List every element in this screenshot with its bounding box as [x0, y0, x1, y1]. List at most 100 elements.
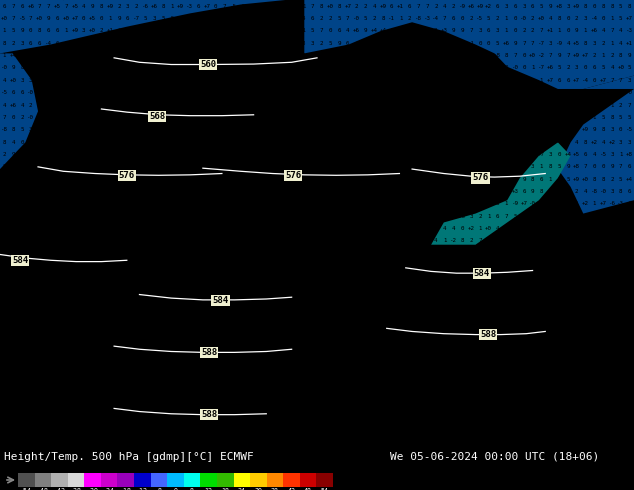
Text: -4: -4 — [397, 313, 404, 318]
Text: -6: -6 — [142, 4, 149, 9]
Text: 6: 6 — [548, 424, 552, 429]
Text: 5: 5 — [64, 201, 68, 206]
Text: 8: 8 — [197, 214, 200, 219]
Text: 0: 0 — [399, 251, 403, 256]
Text: 4: 4 — [531, 275, 534, 281]
Text: 1: 1 — [179, 436, 182, 441]
Text: 7: 7 — [64, 66, 68, 71]
Text: -5: -5 — [476, 16, 483, 21]
Text: 4: 4 — [126, 313, 129, 318]
Text: +1: +1 — [45, 66, 52, 71]
Text: -5: -5 — [521, 412, 527, 416]
Text: +5: +5 — [274, 90, 281, 95]
Text: 4: 4 — [311, 325, 314, 330]
Text: 4: 4 — [117, 53, 120, 58]
Text: 7: 7 — [566, 127, 570, 132]
Text: -6: -6 — [45, 313, 52, 318]
Text: 2: 2 — [381, 239, 385, 244]
Text: 9: 9 — [152, 28, 156, 33]
Text: +1: +1 — [512, 313, 519, 318]
Text: 8: 8 — [593, 387, 596, 392]
Text: 1: 1 — [179, 102, 182, 107]
Text: 7: 7 — [469, 338, 473, 343]
Text: 8: 8 — [364, 263, 367, 268]
Text: +5: +5 — [573, 288, 580, 293]
Text: +0: +0 — [89, 28, 96, 33]
Text: -6: -6 — [247, 300, 254, 305]
Text: 1: 1 — [311, 78, 314, 83]
Text: 3: 3 — [170, 127, 174, 132]
Text: 2: 2 — [364, 66, 367, 71]
Text: 8: 8 — [3, 140, 6, 145]
Text: +3: +3 — [195, 115, 202, 120]
Text: +7: +7 — [36, 127, 43, 132]
Text: -1: -1 — [283, 374, 290, 379]
Text: 6: 6 — [38, 412, 41, 416]
Text: 7: 7 — [566, 53, 570, 58]
Text: -3: -3 — [54, 164, 61, 170]
Text: 5: 5 — [240, 66, 244, 71]
Text: -5: -5 — [18, 374, 25, 379]
Text: -2: -2 — [72, 374, 79, 379]
Text: 3: 3 — [82, 28, 86, 33]
Text: +8: +8 — [468, 399, 475, 404]
Text: 5: 5 — [505, 424, 508, 429]
Text: -3: -3 — [494, 78, 501, 83]
Text: 4: 4 — [294, 140, 297, 145]
Text: 0: 0 — [152, 288, 156, 293]
Text: +6: +6 — [476, 338, 483, 343]
Text: +8: +8 — [301, 102, 307, 107]
Text: 8: 8 — [302, 41, 306, 46]
Text: 5: 5 — [179, 16, 182, 21]
Text: -9: -9 — [512, 201, 519, 206]
Text: 0: 0 — [460, 78, 464, 83]
Text: +9: +9 — [432, 251, 439, 256]
Text: 5: 5 — [584, 275, 587, 281]
Text: +4: +4 — [18, 214, 25, 219]
Text: 9: 9 — [566, 313, 570, 318]
Text: 3: 3 — [91, 90, 94, 95]
Text: 5: 5 — [311, 399, 314, 404]
Text: 1: 1 — [126, 140, 129, 145]
Text: 0: 0 — [522, 251, 526, 256]
Text: 8: 8 — [161, 4, 165, 9]
Text: 2: 2 — [205, 226, 209, 231]
Text: 6: 6 — [100, 164, 103, 170]
Text: 2: 2 — [478, 214, 482, 219]
Text: 4: 4 — [443, 4, 446, 9]
Text: 0: 0 — [214, 4, 217, 9]
Text: 2: 2 — [381, 226, 385, 231]
Text: +5: +5 — [582, 436, 589, 441]
Text: 3: 3 — [540, 239, 543, 244]
Text: +9: +9 — [476, 4, 483, 9]
Text: 0: 0 — [214, 338, 217, 343]
Text: 0: 0 — [170, 53, 174, 58]
Text: 6: 6 — [135, 263, 138, 268]
Text: 8: 8 — [249, 399, 253, 404]
Text: 2: 2 — [223, 226, 226, 231]
Text: 0: 0 — [135, 350, 138, 355]
Text: +4: +4 — [335, 66, 342, 71]
Text: +7: +7 — [204, 4, 210, 9]
Text: 1: 1 — [179, 189, 182, 194]
Text: 5: 5 — [197, 90, 200, 95]
Text: 6: 6 — [540, 140, 543, 145]
Text: 9: 9 — [514, 362, 517, 367]
Text: 5: 5 — [179, 164, 182, 170]
Text: 0: 0 — [135, 90, 138, 95]
Text: 6: 6 — [619, 436, 623, 441]
Text: 6: 6 — [170, 350, 174, 355]
Text: 8: 8 — [364, 214, 367, 219]
Text: 9: 9 — [205, 275, 209, 281]
Text: 3: 3 — [249, 115, 253, 120]
Text: 5: 5 — [170, 300, 174, 305]
Text: -2: -2 — [353, 313, 360, 318]
Text: 3: 3 — [82, 399, 86, 404]
Text: +0: +0 — [573, 115, 580, 120]
Text: -2: -2 — [626, 412, 633, 416]
Text: +4: +4 — [353, 350, 360, 355]
Text: 4: 4 — [73, 387, 77, 392]
Text: +0: +0 — [441, 78, 448, 83]
Text: 1: 1 — [11, 436, 15, 441]
Text: 9: 9 — [267, 16, 270, 21]
